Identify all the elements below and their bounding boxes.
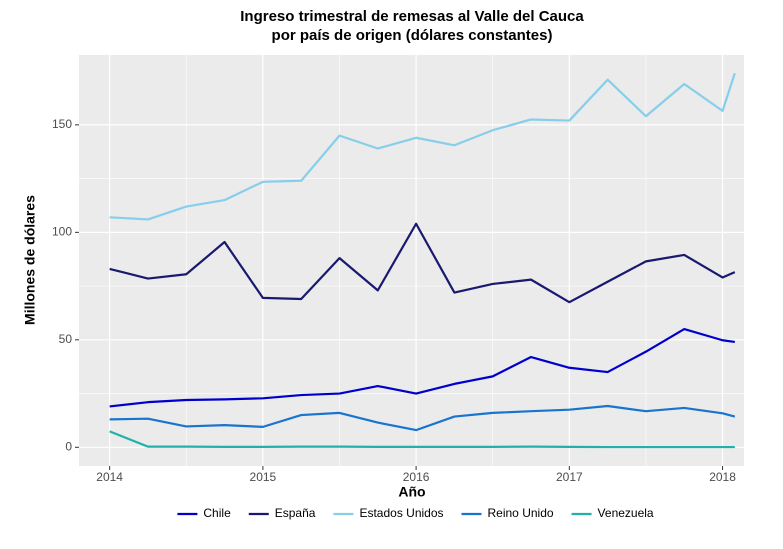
legend-item: Reino Unido [461,506,554,520]
y-tick-label: 0 [65,439,72,453]
plot-panel [79,55,744,466]
series-line [109,72,736,221]
legend: Chile España Estados Unidos Reino Unido Vene… [177,506,654,520]
x-tick-label: 2016 [403,470,430,484]
x-tick-label: 2017 [556,470,583,484]
y-tick-label: 50 [59,332,73,346]
legend-label: Venezuela [598,506,654,520]
series-line [109,222,736,304]
x-tick-label: 2015 [250,470,277,484]
y-tick-label: 150 [52,117,72,131]
series-line [109,404,736,432]
legend-item: España [248,506,316,520]
x-tick-label: 2018 [709,470,736,484]
y-tick-label: 100 [52,225,72,239]
legend-label: Reino Unido [488,506,554,520]
y-axis-label: Millones de dólares [22,195,38,325]
series-line [109,327,735,408]
legend-label: Chile [203,506,231,520]
series-line [109,430,735,449]
chart-title: Ingreso trimestral de remesas al Valle d… [240,8,584,25]
legend-label: España [275,506,316,520]
legend-label: Estados Unidos [359,506,443,520]
legend-item: Chile [177,506,231,520]
x-axis-label: Año [398,484,425,500]
chart-title: por país de origen (dólares constantes) [272,27,553,44]
legend-item: Estados Unidos [333,506,444,520]
x-tick-label: 2014 [96,470,123,484]
legend-item: Venezuela [571,506,654,520]
